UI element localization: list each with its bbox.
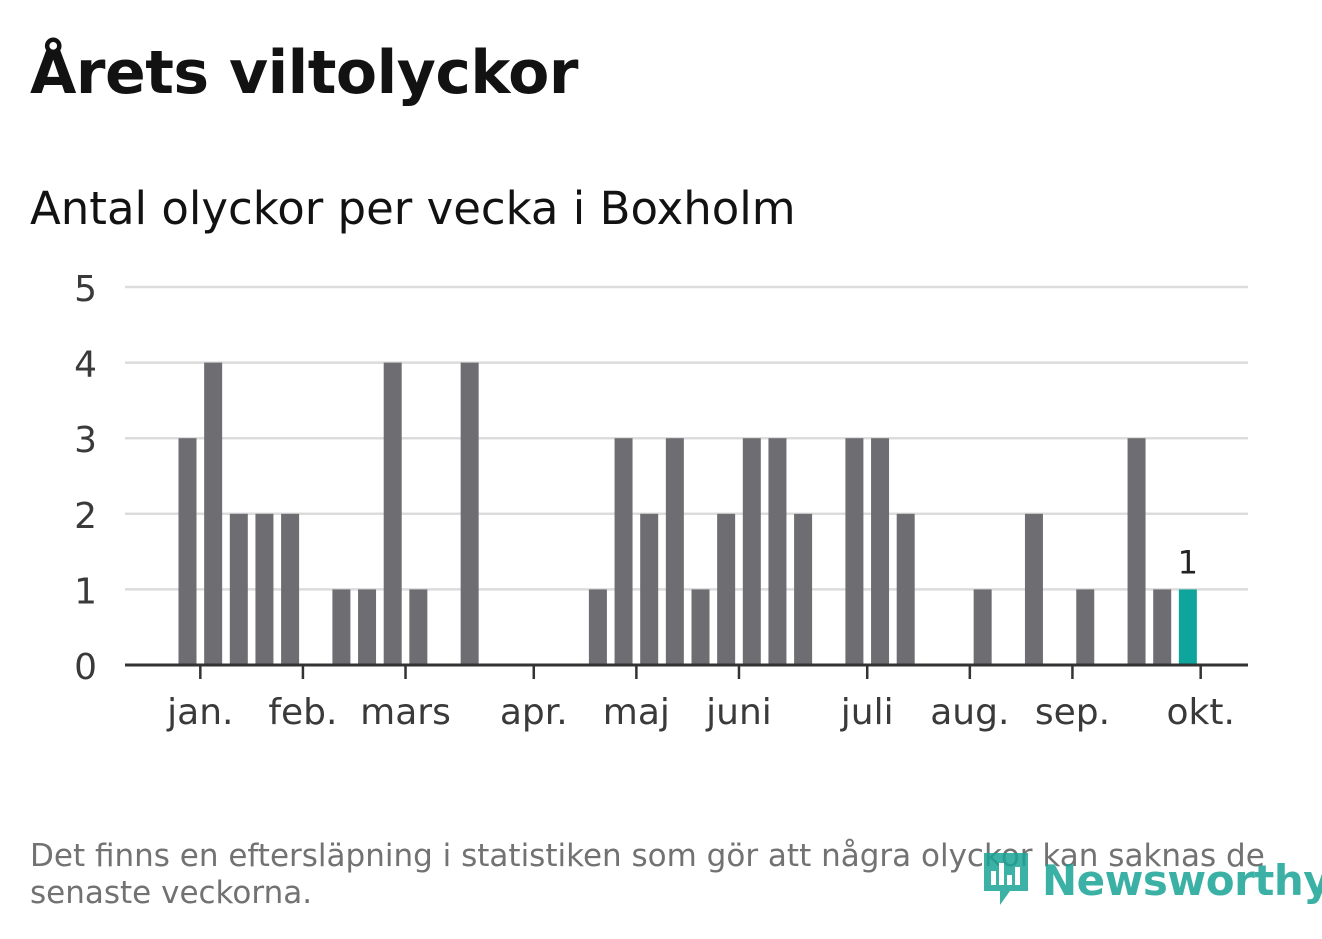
x-tick-label: sep. bbox=[1035, 692, 1110, 733]
x-tick-label: okt. bbox=[1166, 692, 1234, 733]
bar bbox=[640, 513, 659, 665]
data-label: 1 bbox=[1178, 543, 1198, 581]
y-tick-label: 2 bbox=[74, 496, 97, 537]
bar bbox=[332, 589, 351, 665]
bar bbox=[742, 438, 761, 665]
bar bbox=[281, 513, 300, 665]
y-tick-label: 3 bbox=[74, 420, 97, 461]
bar bbox=[691, 589, 710, 665]
bar bbox=[871, 438, 890, 665]
x-tick-label: jan. bbox=[166, 692, 233, 733]
bar bbox=[717, 513, 736, 665]
bar-highlight bbox=[1178, 589, 1197, 665]
x-tick-label: maj bbox=[603, 692, 670, 733]
bar bbox=[665, 438, 684, 665]
x-tick-label: aug. bbox=[930, 692, 1009, 733]
bar bbox=[768, 438, 787, 665]
y-tick-label: 4 bbox=[74, 345, 97, 386]
x-tick-label: apr. bbox=[500, 692, 568, 733]
x-tick-label: mars bbox=[360, 692, 451, 733]
bar bbox=[1076, 589, 1095, 665]
bar bbox=[204, 362, 223, 665]
bar bbox=[460, 362, 479, 665]
bar bbox=[358, 589, 377, 665]
bar bbox=[973, 589, 992, 665]
chart-subtitle: Antal olyckor per vecka i Boxholm bbox=[30, 182, 796, 235]
bar bbox=[409, 589, 428, 665]
x-tick-label: juli bbox=[840, 692, 894, 733]
bar bbox=[794, 513, 813, 665]
y-tick-label: 5 bbox=[74, 269, 97, 310]
bar bbox=[383, 362, 402, 665]
bar bbox=[1153, 589, 1172, 665]
bar bbox=[178, 438, 197, 665]
bar bbox=[1127, 438, 1146, 665]
x-tick-label: feb. bbox=[268, 692, 337, 733]
bar-chart: 0 1 2 3 4 5 1 jan. feb. mars apr. maj juni juli aug. se… bbox=[74, 269, 1248, 733]
bar bbox=[588, 589, 607, 665]
chart-title: Årets viltolyckor bbox=[30, 38, 579, 108]
bar bbox=[614, 438, 633, 665]
bar bbox=[229, 513, 248, 665]
y-tick-label: 0 bbox=[74, 647, 97, 688]
x-tick-label: juni bbox=[705, 692, 772, 733]
newsworthy-logo: Newsworthy bbox=[980, 848, 1322, 912]
newsworthy-logo-text: Newsworthy bbox=[1042, 855, 1322, 905]
bar bbox=[255, 513, 274, 665]
bar bbox=[845, 438, 864, 665]
bar bbox=[1024, 513, 1043, 665]
footnote: Det finns en eftersläpning i statistiken… bbox=[30, 838, 1265, 911]
newsworthy-logo-icon bbox=[984, 853, 1028, 905]
y-tick-label: 1 bbox=[74, 571, 97, 612]
bar bbox=[896, 513, 915, 665]
